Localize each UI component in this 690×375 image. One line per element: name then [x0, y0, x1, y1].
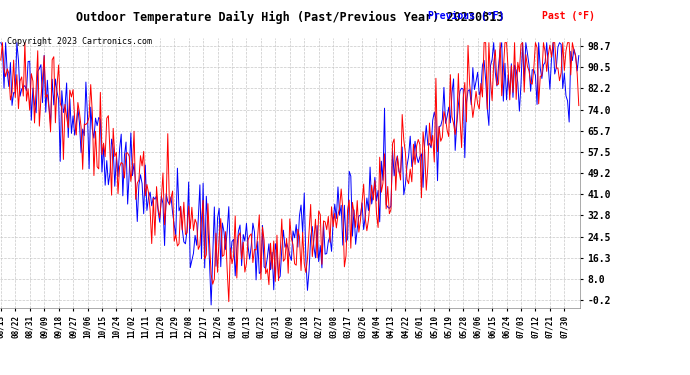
Past (°F): [507, 63, 515, 68]
Past (°F): [575, 104, 583, 108]
Past (°F): [0, 40, 6, 45]
Previous (°F): [207, 303, 215, 307]
Previous (°F): [506, 92, 514, 96]
Previous (°F): [346, 174, 355, 178]
Past (°F): [361, 216, 369, 220]
Past (°F): [0, 58, 5, 62]
Line: Previous (°F): Previous (°F): [1, 43, 579, 305]
Previous (°F): [327, 249, 335, 254]
Previous (°F): [12, 40, 21, 45]
Previous (°F): [0, 40, 5, 45]
Past (°F): [14, 106, 23, 111]
Text: Previous (°F): Previous (°F): [428, 11, 504, 21]
Past (°F): [106, 150, 114, 154]
Text: Copyright 2023 Cartronics.com: Copyright 2023 Cartronics.com: [7, 38, 152, 46]
Text: Outdoor Temperature Daily High (Past/Previous Year) 20230813: Outdoor Temperature Daily High (Past/Pre…: [76, 11, 504, 24]
Previous (°F): [359, 227, 368, 232]
Previous (°F): [104, 183, 112, 187]
Past (°F): [329, 224, 337, 229]
Past (°F): [225, 299, 233, 304]
Line: Past (°F): Past (°F): [1, 43, 579, 302]
Text: Past (°F): Past (°F): [542, 11, 595, 21]
Past (°F): [348, 200, 357, 205]
Previous (°F): [575, 53, 583, 58]
